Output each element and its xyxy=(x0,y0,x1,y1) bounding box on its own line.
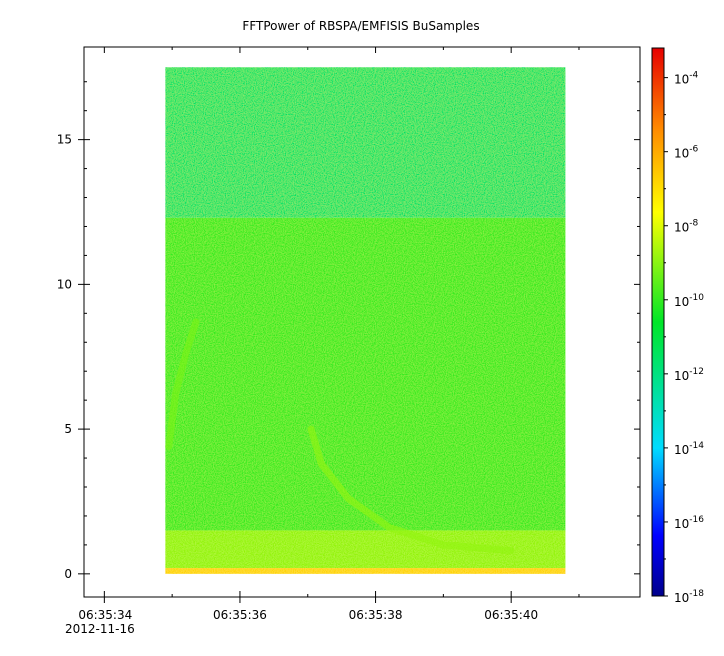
spectrogram-band-1 xyxy=(165,217,566,531)
colorbar-tick-exponent: -14 xyxy=(689,441,704,451)
colorbar-tick-base: 10 xyxy=(674,517,689,531)
colorbar-tick-exponent: -8 xyxy=(689,219,698,229)
colorbar-tick-exponent: -16 xyxy=(689,515,704,525)
colorbar-tick-label: 10-14 xyxy=(674,441,704,457)
x-tick-label: 06:35:38 xyxy=(349,608,403,622)
x-tick-label: 06:35:40 xyxy=(484,608,538,622)
chorus-element-2 xyxy=(307,425,515,555)
x-tick-label: 06:35:34 xyxy=(78,608,132,622)
chorus-element-1 xyxy=(165,318,200,450)
plot-area: 06:35:34 06:35:36 06:35:38 06:35:40 0 5 10 15 xyxy=(57,46,641,622)
y-tick-label: 15 xyxy=(57,133,72,147)
y-tick-label: 0 xyxy=(64,567,72,581)
colorbar-tick-label: 10-10 xyxy=(674,293,704,309)
y-tick-label: 10 xyxy=(57,277,72,291)
colorbar-tick-base: 10 xyxy=(674,221,689,235)
colorbar-tick-base: 10 xyxy=(674,369,689,383)
colorbar-tick-label: 10-4 xyxy=(674,71,699,87)
colorbar-tick-label: 10-18 xyxy=(674,589,704,605)
spectrogram-bands xyxy=(165,67,566,574)
y-tick-label: 5 xyxy=(64,422,72,436)
colorbar-tick-label: 10-12 xyxy=(674,367,704,383)
spectrogram-image xyxy=(165,67,566,574)
colorbar-tick-exponent: -10 xyxy=(689,293,704,303)
colorbar-tick-exponent: -18 xyxy=(689,589,704,599)
x-axis-date-label: 2012-11-16 xyxy=(65,622,135,636)
colorbar-tick-base: 10 xyxy=(674,147,689,161)
colorbar-tick-label: 10-6 xyxy=(674,145,699,161)
colorbar-tick-base: 10 xyxy=(674,73,689,87)
spectrogram-band-0 xyxy=(165,67,566,218)
x-tick-label: 06:35:36 xyxy=(213,608,267,622)
chart-title: FFTPower of RBSPA/EMFISIS BuSamples xyxy=(242,19,479,33)
spectrogram-band-3 xyxy=(165,568,566,574)
colorbar-tick-exponent: -4 xyxy=(689,71,698,81)
y-axis: 0 5 10 15 xyxy=(57,81,640,581)
colorbar-tick-exponent: -6 xyxy=(689,145,698,155)
colorbar-tick-base: 10 xyxy=(674,295,689,309)
colorbar-tick-label: 10-16 xyxy=(674,515,704,531)
colorbar-tick-base: 10 xyxy=(674,443,689,457)
colorbar-tick-exponent: -12 xyxy=(689,367,704,377)
colorbar-tick-base: 10 xyxy=(674,591,689,605)
x-axis: 06:35:34 06:35:36 06:35:38 06:35:40 xyxy=(78,47,580,622)
colorbar-tick-label: 10-8 xyxy=(674,219,699,235)
colorbar-gradient xyxy=(651,47,665,597)
